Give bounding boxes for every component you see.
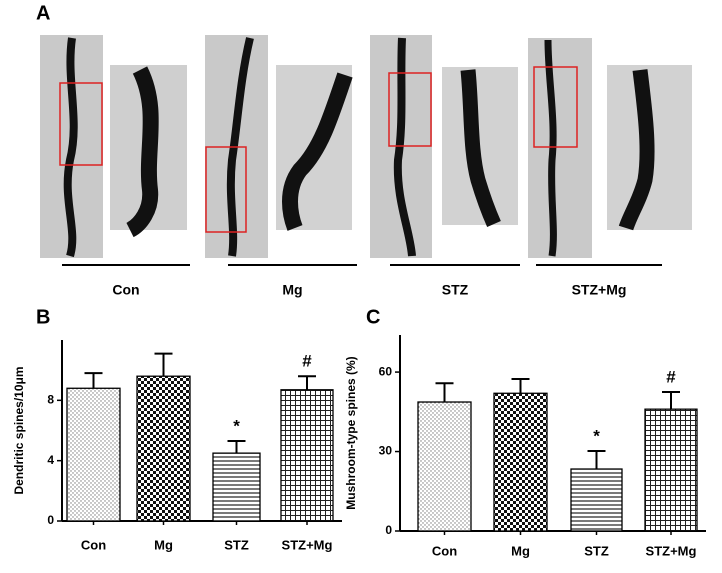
y-tick-label: 0 [385,523,392,537]
y-axis-label: Dendritic spines/10μm [12,366,26,494]
micrograph [370,35,518,258]
y-tick-label: 0 [47,513,54,527]
bar [417,401,472,532]
group-label: Con [112,282,139,298]
y-tick-label: 4 [47,453,54,467]
annotation: # [302,352,312,371]
group-label: Mg [282,282,302,298]
micrograph [528,38,692,258]
micrographs [40,35,692,258]
x-tick-label: Mg [511,543,530,558]
x-tick-label: STZ [584,543,609,558]
error-bar [298,375,316,390]
y-tick-label: 30 [379,444,393,458]
x-tick-label: Mg [154,537,173,552]
x-tick-label: STZ+Mg [646,543,697,558]
group-label: STZ [442,282,469,298]
bar [644,408,698,532]
error-bar [662,390,680,410]
x-tick-label: Con [81,537,106,552]
annotation: * [233,417,240,436]
error-bar [154,352,173,377]
panel-label: C [366,306,380,328]
panel-label: B [36,306,50,328]
annotation: # [666,367,676,386]
bar [66,387,121,522]
error-bar [227,440,246,454]
group-label: STZ+Mg [572,282,627,298]
bar [570,468,623,532]
error-bar [511,377,530,394]
error-bar [587,450,606,470]
panel-label: A [36,2,50,24]
micrograph [40,35,187,258]
bar [493,392,548,532]
x-tick-label: Con [432,543,457,558]
x-tick-label: STZ [224,537,249,552]
error-bar [435,382,454,403]
bar [136,375,191,522]
error-bar [84,372,103,389]
x-tick-label: STZ+Mg [282,537,333,552]
bar [280,389,334,522]
y-axis-label: Mushroom-type spines (%) [344,356,358,509]
bar [212,452,261,522]
micrograph [205,35,353,258]
y-tick-label: 8 [47,393,54,407]
annotation: * [593,426,600,445]
y-tick-label: 60 [379,364,393,378]
